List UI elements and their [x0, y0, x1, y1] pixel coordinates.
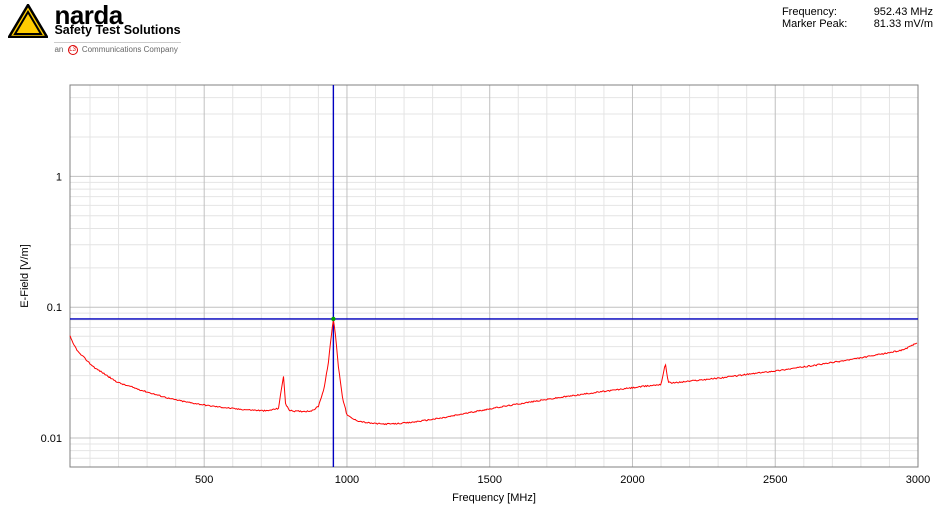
svg-text:1500: 1500	[477, 474, 501, 486]
svg-text:Frequency [MHz]: Frequency [MHz]	[452, 492, 536, 504]
svg-text:E-Field [V/m]: E-Field [V/m]	[19, 244, 31, 308]
svg-text:0.01: 0.01	[41, 433, 62, 445]
svg-text:3000: 3000	[906, 474, 930, 486]
marker-info: Frequency: 952.43 MHz Marker Peak: 81.33…	[782, 6, 933, 30]
svg-text:2000: 2000	[620, 474, 644, 486]
info-marker-value: 81.33 mV/m	[863, 18, 933, 30]
svg-text:0.1: 0.1	[47, 302, 62, 314]
brand-logo: narda Safety Test Solutions an L3 Commun…	[8, 4, 181, 55]
svg-text:2500: 2500	[763, 474, 787, 486]
chart-container: 500 1000 1500 2000 2500 3000 0.01 0.1 1 Frequency…	[0, 55, 943, 517]
brand-subtitle: Safety Test Solutions	[54, 24, 180, 36]
info-freq-value: 952.43 MHz	[863, 6, 933, 18]
svg-text:1000: 1000	[335, 474, 359, 486]
svg-text:500: 500	[195, 474, 213, 486]
info-freq-label: Frequency:	[782, 6, 860, 18]
tagline-suffix: Communications Company	[82, 45, 178, 54]
tagline-prefix: an	[54, 45, 63, 54]
info-marker-label: Marker Peak:	[782, 18, 860, 30]
header: narda Safety Test Solutions an L3 Commun…	[0, 0, 943, 55]
svg-text:1: 1	[56, 171, 62, 183]
warning-triangle-icon	[8, 4, 48, 43]
spectrum-chart: 500 1000 1500 2000 2500 3000 0.01 0.1 1 Frequency…	[0, 55, 943, 517]
l3-icon: L3	[68, 45, 78, 55]
brand-tagline: an L3 Communications Company	[54, 42, 180, 55]
